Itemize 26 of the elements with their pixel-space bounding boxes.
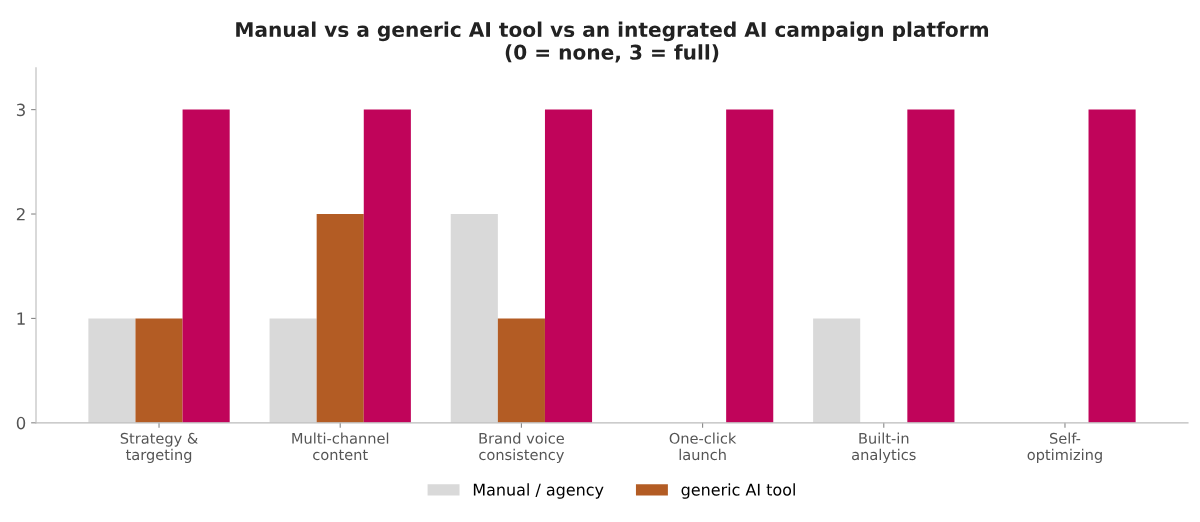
bar (726, 109, 774, 423)
bar (907, 109, 955, 423)
bar (544, 109, 593, 423)
x-tick-label: Strategy & targeting (120, 432, 198, 463)
y-tick-label: 2 (16, 207, 25, 221)
legend-label: Manual / agency (473, 483, 604, 499)
x-tick-label: Built-in analytics (852, 432, 916, 463)
x-tick-label: Brand voice consistency (479, 432, 564, 463)
bar (135, 318, 183, 423)
bar (88, 318, 136, 423)
bar (363, 109, 411, 423)
x-tick-label: Multi-channel content (292, 432, 389, 461)
x-tick-label: One-click launch (669, 432, 737, 461)
chart-title: Manual vs a generic AI tool vs an integrated AI campaign platform (0 = none, 3 = full) (236, 21, 989, 63)
bar (269, 318, 317, 423)
bar (1088, 109, 1136, 423)
bar (813, 318, 861, 423)
y-tick-label: 0 (16, 416, 26, 430)
bar (182, 109, 230, 423)
y-tick-label: 3 (16, 103, 25, 117)
legend-label: generic AI tool (681, 483, 795, 499)
bar (497, 318, 545, 423)
bar (450, 214, 498, 423)
x-tick-label: Self- optimizing (1027, 432, 1102, 463)
bar (316, 214, 364, 423)
y-tick-label: 1 (17, 312, 25, 325)
